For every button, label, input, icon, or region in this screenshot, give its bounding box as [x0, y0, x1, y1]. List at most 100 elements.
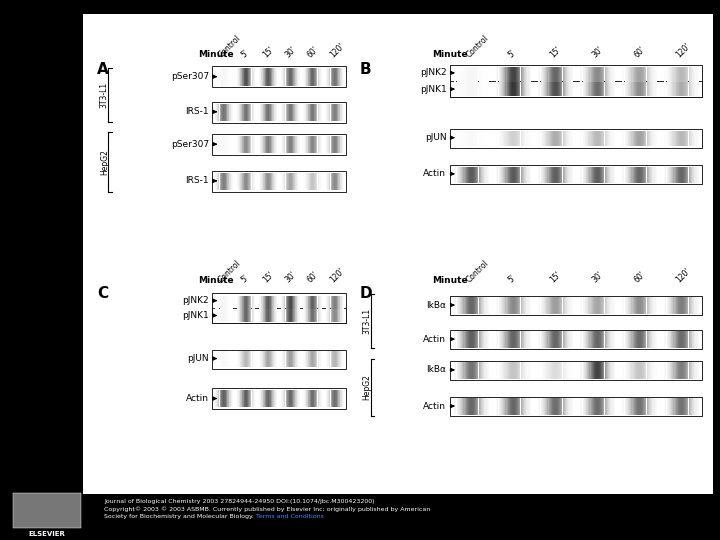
Bar: [570, 68, 571, 94]
Bar: [635, 131, 636, 146]
Bar: [508, 131, 509, 146]
Bar: [526, 362, 528, 379]
Bar: [460, 131, 461, 146]
Bar: [459, 82, 460, 96]
Bar: [629, 332, 630, 348]
Bar: [683, 68, 684, 94]
Bar: [684, 399, 685, 415]
Bar: [480, 399, 481, 415]
Bar: [626, 399, 627, 415]
Bar: [645, 68, 647, 94]
Bar: [634, 298, 635, 314]
Bar: [554, 131, 556, 146]
Bar: [692, 167, 693, 183]
Bar: [565, 399, 566, 415]
Bar: [549, 399, 550, 415]
Bar: [510, 399, 511, 415]
Bar: [481, 399, 482, 415]
Bar: [482, 131, 483, 146]
Bar: [496, 399, 498, 415]
Bar: [501, 82, 502, 96]
Bar: [528, 131, 530, 146]
Bar: [562, 399, 564, 415]
Bar: [644, 167, 645, 183]
Text: pJNK1: pJNK1: [182, 311, 209, 320]
Bar: [608, 82, 609, 96]
Bar: [598, 332, 599, 348]
Bar: [464, 298, 466, 314]
Bar: [522, 298, 523, 314]
Bar: [550, 362, 551, 379]
Bar: [641, 332, 642, 348]
Bar: [509, 82, 510, 96]
Bar: [547, 167, 549, 183]
Text: C: C: [97, 286, 108, 301]
Bar: [601, 362, 602, 379]
Text: Minute: Minute: [198, 275, 233, 285]
Bar: [654, 167, 656, 183]
Bar: [480, 298, 481, 314]
Text: Control: Control: [217, 259, 243, 285]
Bar: [483, 298, 485, 314]
Text: 30': 30': [284, 270, 299, 285]
Bar: [558, 167, 559, 183]
Bar: [645, 362, 647, 379]
Bar: [633, 68, 634, 94]
Bar: [683, 82, 684, 96]
Bar: [602, 131, 603, 146]
Bar: [475, 68, 476, 94]
Bar: [586, 362, 587, 379]
Bar: [504, 399, 505, 415]
Bar: [649, 82, 650, 96]
Bar: [679, 167, 680, 183]
Bar: [670, 82, 671, 96]
Bar: [648, 362, 649, 379]
Bar: [587, 332, 588, 348]
Bar: [474, 298, 475, 314]
Bar: [546, 82, 547, 96]
Bar: [629, 298, 630, 314]
Bar: [685, 131, 686, 146]
Bar: [686, 131, 688, 146]
Bar: [543, 298, 544, 314]
Bar: [693, 362, 694, 379]
Bar: [572, 82, 573, 96]
Bar: [635, 332, 636, 348]
Bar: [656, 167, 657, 183]
Bar: [603, 82, 605, 96]
Bar: [476, 399, 477, 415]
Bar: [508, 82, 509, 96]
Bar: [693, 399, 694, 415]
Bar: [607, 131, 608, 146]
Bar: [470, 82, 472, 96]
Bar: [523, 298, 524, 314]
Bar: [631, 68, 633, 94]
Bar: [634, 82, 635, 96]
Bar: [519, 82, 521, 96]
Bar: [672, 298, 673, 314]
Bar: [543, 68, 544, 94]
Text: IRS-1: IRS-1: [185, 177, 209, 185]
Bar: [502, 68, 503, 94]
Bar: [516, 131, 517, 146]
Bar: [697, 298, 698, 314]
Bar: [475, 298, 476, 314]
Bar: [522, 131, 523, 146]
Bar: [580, 68, 581, 94]
Bar: [472, 332, 473, 348]
Bar: [483, 167, 485, 183]
Text: 30': 30': [284, 45, 299, 59]
Bar: [581, 298, 582, 314]
Bar: [549, 332, 550, 348]
Bar: [580, 362, 581, 379]
Bar: [656, 332, 657, 348]
Bar: [679, 399, 680, 415]
Bar: [523, 399, 524, 415]
Bar: [629, 362, 630, 379]
Bar: [551, 399, 552, 415]
Bar: [508, 399, 509, 415]
Bar: [498, 131, 500, 146]
Bar: [558, 399, 559, 415]
Bar: [596, 332, 598, 348]
Bar: [469, 167, 470, 183]
